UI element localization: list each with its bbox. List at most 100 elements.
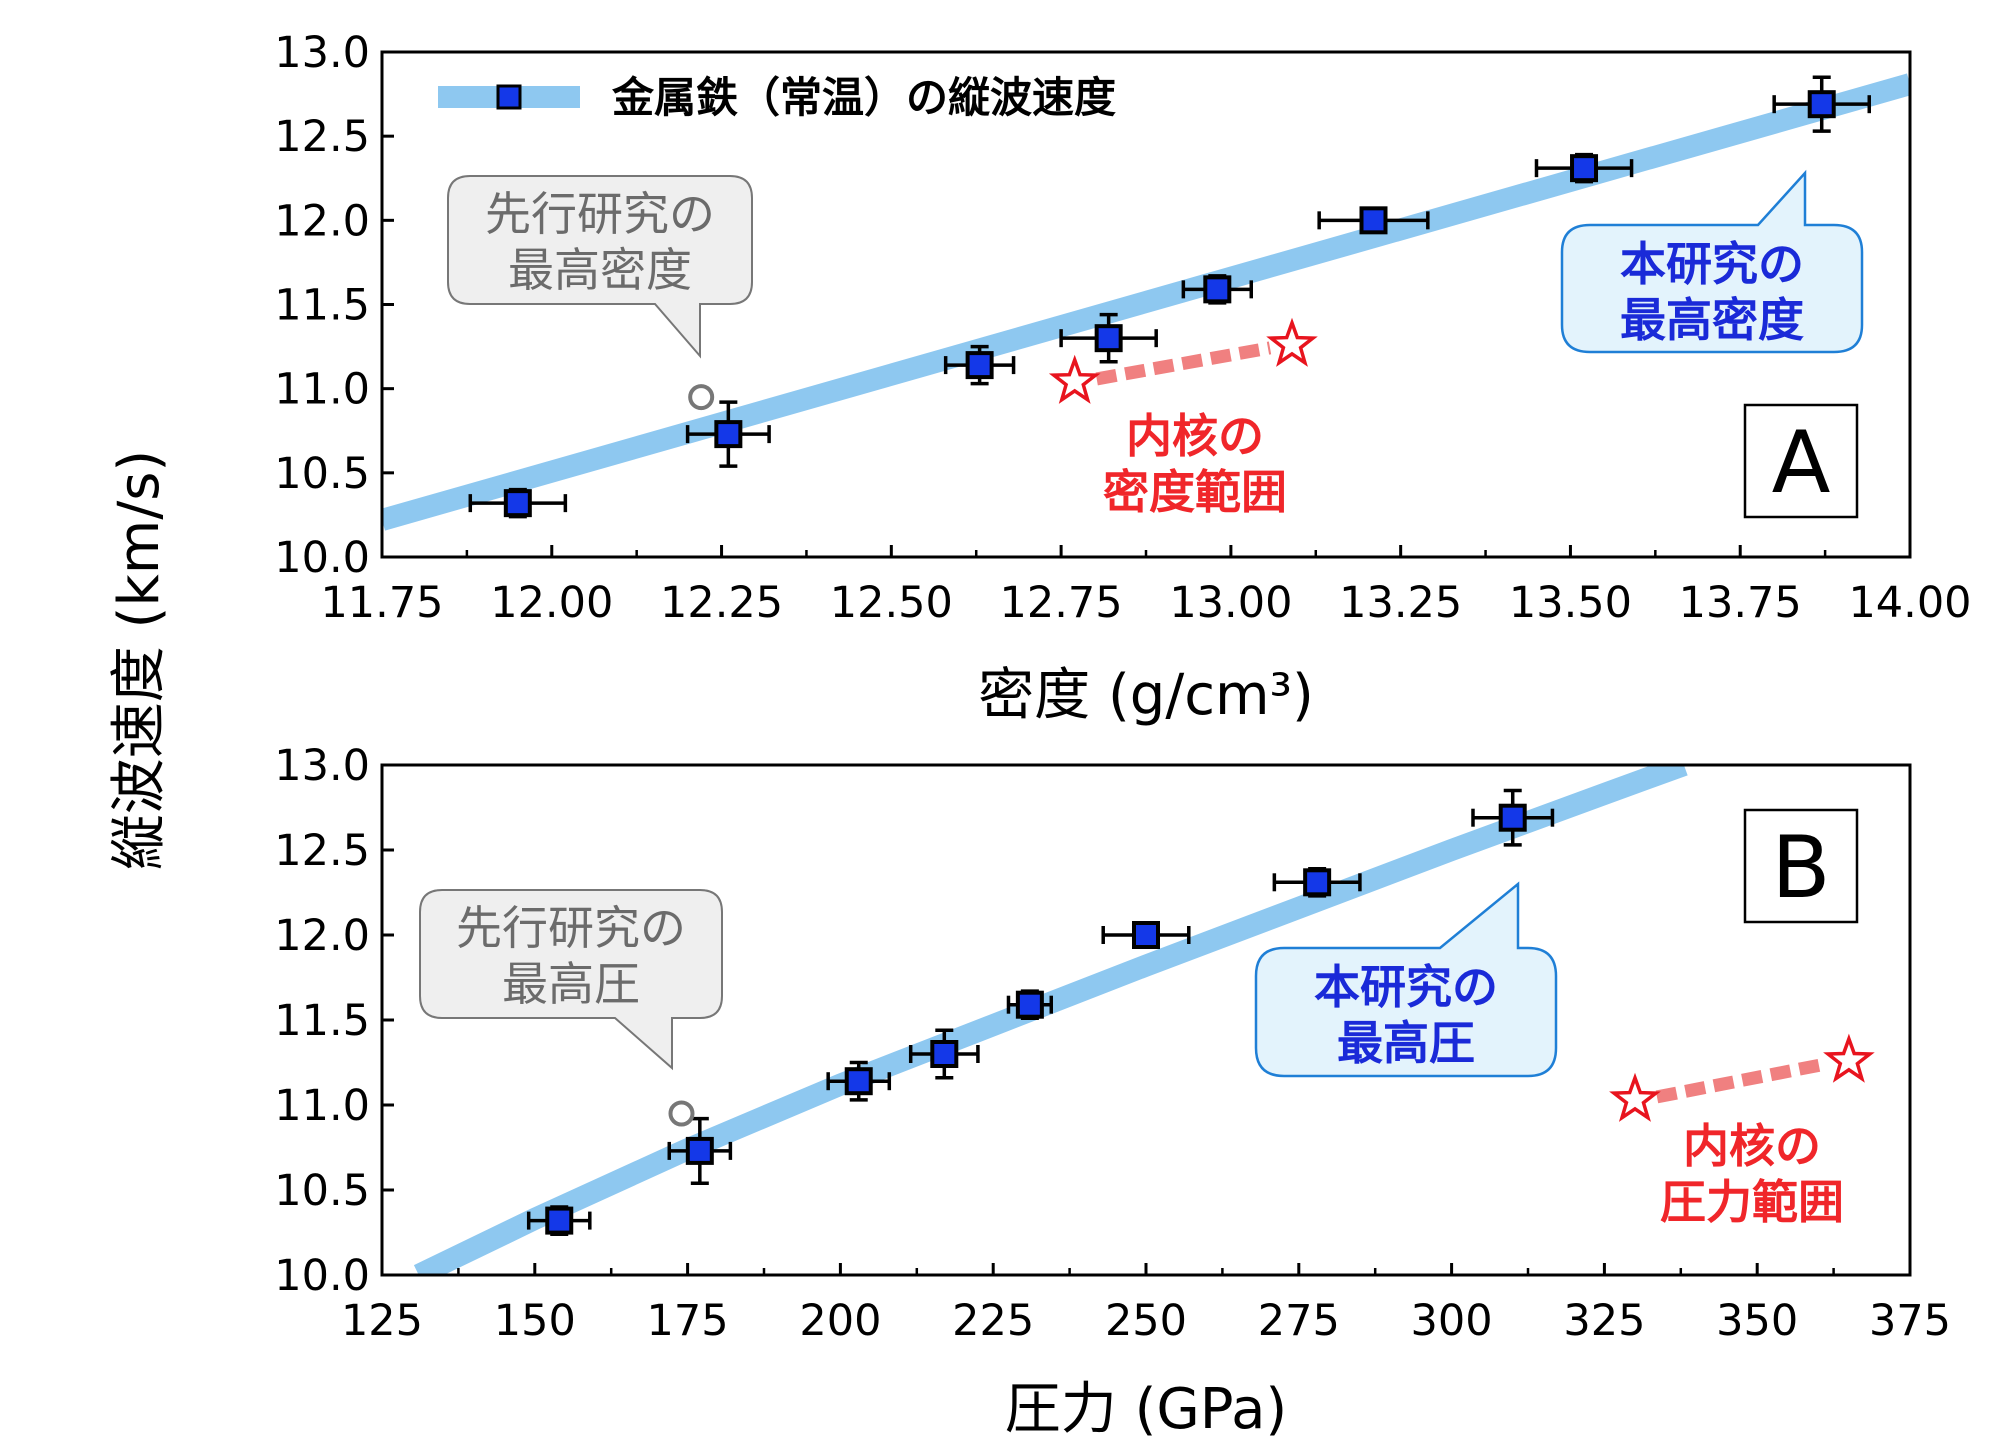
x-tick-label-b-2: 175	[647, 1296, 729, 1346]
x-tick-label-b-8: 325	[1563, 1296, 1645, 1346]
y-tick-label-b-6: 13.0	[274, 741, 370, 791]
x-tick-label-b-10: 375	[1869, 1296, 1951, 1346]
y-tick-label-b-5: 12.5	[274, 826, 370, 876]
data-point-b-7	[1498, 803, 1527, 832]
legend-label: 金属鉄（常温）の縦波速度	[611, 73, 1116, 122]
markers-b	[545, 803, 1527, 1235]
data-point-a-2	[965, 351, 994, 380]
callout-this-a-line2: 最高密度	[1620, 293, 1804, 347]
core-range-b-line1: 内核の	[1683, 1119, 1821, 1173]
y-tick-label-a-1: 10.5	[274, 449, 370, 499]
x-tick-label-a-8: 13.75	[1679, 578, 1802, 628]
panel-letter-box-a	[1743, 403, 1859, 519]
x-tick-label-b-3: 200	[799, 1296, 881, 1346]
callout-this-b-line2: 最高圧	[1337, 1016, 1475, 1070]
fit-line-b	[413, 765, 1688, 1275]
x-axis-title-a: 密度 (g/cm³)	[978, 663, 1314, 728]
data-point-b-2	[844, 1067, 873, 1096]
markers-a	[503, 90, 1836, 518]
core-range-a-line1: 内核の	[1126, 409, 1264, 463]
ticks-b	[380, 763, 1912, 1277]
data-point-b-0	[545, 1206, 574, 1235]
callout-this-a: 本研究の 最高密度	[1560, 169, 1864, 354]
core-range-b-line2: 圧力範囲	[1660, 1175, 1844, 1229]
callout-prev-a-line2: 最高密度	[508, 243, 692, 297]
y-tick-label-b-1: 10.5	[274, 1166, 370, 1216]
x-tick-label-a-9: 14.00	[1848, 578, 1971, 628]
y-tick-label-a-6: 13.0	[274, 28, 370, 78]
panel-letter-a: A	[1772, 413, 1831, 513]
core-range-star-high-a	[1266, 317, 1318, 367]
data-point-a-5	[1359, 206, 1388, 235]
fit-line-a	[382, 73, 1910, 531]
callout-prev-b-line1: 先行研究の	[456, 901, 686, 955]
x-tick-label-a-7: 13.50	[1509, 578, 1632, 628]
x-tick-label-a-2: 12.25	[660, 578, 783, 628]
x-axis-title-b: 圧力 (GPa)	[1005, 1377, 1287, 1442]
data-point-b-3	[930, 1040, 959, 1068]
legend: 金属鉄（常温）の縦波速度	[438, 73, 1116, 122]
x-tick-label-b-9: 350	[1716, 1296, 1798, 1346]
data-point-b-6	[1303, 868, 1332, 897]
core-range-b	[1609, 1033, 1875, 1122]
x-tick-label-a-6: 13.25	[1339, 578, 1462, 628]
panel-letter-b: B	[1772, 818, 1831, 918]
callout-prev-a: 先行研究の 最高密度	[447, 175, 753, 359]
data-point-a-1	[714, 420, 743, 449]
x-tick-label-a-0: 11.75	[320, 578, 443, 628]
core-range-a	[1048, 317, 1318, 404]
previous-study-point-b	[668, 1100, 695, 1127]
y-tick-label-a-0: 10.0	[274, 533, 370, 583]
x-tick-label-b-0: 125	[341, 1296, 423, 1346]
callout-prev-b-line2: 最高圧	[502, 957, 640, 1011]
x-tick-label-a-1: 12.00	[490, 578, 613, 628]
data-point-a-0	[503, 489, 532, 518]
core-range-dash-b	[1655, 1057, 1829, 1104]
fit-line-a	[382, 73, 1910, 531]
core-range-a-line2: 密度範囲	[1103, 465, 1287, 519]
data-point-b-4	[1015, 990, 1044, 1019]
data-point-b-5	[1132, 921, 1160, 949]
callout-prev-b: 先行研究の 最高圧	[419, 889, 723, 1071]
data-point-a-4	[1203, 275, 1232, 304]
prev-point-a	[688, 384, 715, 411]
y-tick-label-a-2: 11.0	[274, 365, 370, 415]
fit-curve-b	[413, 765, 1688, 1275]
y-tick-label-a-3: 11.5	[274, 281, 370, 331]
y-tick-label-b-0: 10.0	[274, 1251, 370, 1301]
y-tick-label-b-2: 11.0	[274, 1081, 370, 1131]
x-tick-label-b-4: 225	[952, 1296, 1034, 1346]
previous-study-point-a	[688, 384, 715, 411]
x-tick-label-b-7: 300	[1411, 1296, 1493, 1346]
core-range-star-high-b	[1823, 1033, 1875, 1083]
y-tick-label-a-4: 12.0	[274, 196, 370, 246]
x-tick-label-a-5: 13.00	[1169, 578, 1292, 628]
callout-prev-a-line1: 先行研究の	[485, 187, 715, 241]
callout-this-b: 本研究の 最高圧	[1254, 881, 1558, 1078]
x-tick-label-a-3: 12.50	[830, 578, 953, 628]
panel-a: 10.0 10.5 11.0 11.5 12.0 12.5 13.0 11.75 12.00 12…	[274, 28, 1971, 728]
y-tick-label-b-4: 12.0	[274, 911, 370, 961]
y-tick-label-a-5: 12.5	[274, 112, 370, 162]
data-point-a-3	[1094, 324, 1123, 353]
data-point-b-1	[685, 1136, 714, 1165]
callout-this-a-line1: 本研究の	[1620, 237, 1804, 291]
y-tick-label-b-3: 11.5	[274, 996, 370, 1046]
x-tick-label-b-5: 250	[1105, 1296, 1187, 1346]
legend-marker-swatch	[496, 84, 522, 110]
data-point-a-7	[1807, 90, 1836, 119]
prev-point-b	[668, 1100, 695, 1127]
x-tick-label-b-1: 150	[494, 1296, 576, 1346]
tick-labels-b: 10.0 10.5 11.0 11.5 12.0 12.5 13.0 125 150 175 200…	[274, 741, 1951, 1346]
y-axis-title: 縦波速度 (km/s)	[107, 450, 172, 871]
panel-letter-box-b	[1743, 808, 1859, 924]
core-range-dash-a	[1095, 341, 1272, 386]
core-range-star-low-b	[1609, 1072, 1661, 1122]
tick-labels-a: 10.0 10.5 11.0 11.5 12.0 12.5 13.0 11.75 12.00 12…	[274, 28, 1971, 628]
callout-this-b-line1: 本研究の	[1314, 960, 1498, 1014]
core-range-star-low-a	[1048, 354, 1101, 404]
x-tick-label-a-4: 12.75	[1000, 578, 1123, 628]
x-tick-label-b-6: 275	[1258, 1296, 1340, 1346]
data-point-a-6	[1570, 154, 1599, 183]
